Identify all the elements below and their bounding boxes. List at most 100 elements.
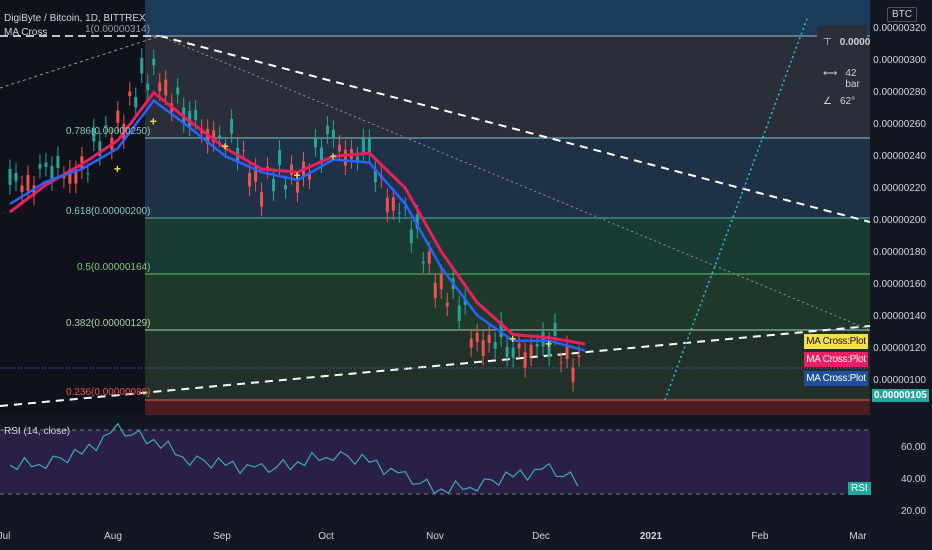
candle-body — [403, 206, 407, 208]
candle-body — [337, 144, 341, 152]
price-tick: 0.00000280 — [873, 87, 926, 98]
time-tick-jul: Jul — [0, 531, 11, 542]
candle-body — [266, 166, 270, 169]
candle-body — [44, 162, 48, 168]
candle-body — [391, 197, 395, 211]
candle-body — [68, 169, 72, 184]
trend-line-up — [0, 325, 870, 407]
candle-body — [14, 172, 18, 182]
candle-body — [355, 156, 359, 162]
trend-line-guide — [0, 35, 161, 89]
price-tick: 0.00000100 — [873, 375, 926, 386]
candle-body — [242, 150, 246, 152]
time-tick-mar: Mar — [849, 531, 867, 542]
candle-body — [523, 352, 527, 368]
time-tick-dec: Dec — [532, 531, 550, 542]
price-chart[interactable]: + + + + + + + — [0, 0, 870, 415]
candle-body — [319, 147, 323, 164]
candle-body — [20, 185, 24, 192]
fib-zone-0618 — [145, 218, 870, 274]
fib-label-1: 1(0.00000314) — [85, 24, 151, 35]
price-tick: 0.00000240 — [873, 151, 926, 162]
price-tick: 0.00000300 — [873, 55, 926, 66]
candle-body — [565, 345, 569, 359]
time-tick-feb: Feb — [751, 531, 769, 542]
ma-cross-marker: + — [150, 114, 157, 128]
time-tick-aug: Aug — [104, 531, 122, 542]
candle-body — [134, 97, 138, 108]
rsi-tick-20: 20.00 — [900, 506, 926, 517]
candle-body — [367, 139, 371, 155]
candle-body — [535, 343, 539, 347]
rsi-chart[interactable] — [0, 420, 870, 520]
candle-body — [194, 109, 198, 121]
candle-body — [499, 321, 503, 338]
trend-line-thin — [159, 35, 870, 331]
candle-body — [343, 149, 347, 166]
candle-body — [56, 155, 60, 168]
rsi-tick-40: 40.00 — [900, 474, 926, 485]
candle-body — [481, 340, 485, 357]
time-tick-sep: Sep — [213, 531, 231, 542]
candle-body — [517, 343, 521, 349]
price-tick: 0.00000220 — [873, 183, 926, 194]
ma-slow-line — [9, 90, 586, 346]
candle-body — [50, 165, 54, 182]
candle-body — [98, 141, 102, 156]
candle-body — [86, 173, 90, 175]
candle-body — [559, 362, 563, 364]
ma-tag-red: MA Cross:Plot — [804, 352, 868, 367]
candle-body — [439, 274, 443, 290]
candle-body — [26, 174, 30, 191]
candle-body — [325, 125, 329, 135]
candle-body — [433, 282, 437, 299]
candle-body — [547, 341, 551, 357]
rsi-line — [9, 422, 579, 495]
price-tick: 0.00000320 — [873, 23, 926, 34]
price-tick: 0.00000160 — [873, 279, 926, 290]
price-range-value: 0.0000 — [839, 37, 871, 48]
candle-body — [577, 355, 581, 357]
ma-cross-marker: + — [509, 332, 516, 346]
candle-body — [313, 138, 317, 148]
fib-label-0786: 0.786(0.00000250) — [66, 126, 151, 137]
rsi-tick-60: 60.00 — [900, 442, 926, 453]
candle-body — [290, 164, 294, 176]
fib-label-0618: 0.618(0.00000200) — [66, 206, 151, 217]
candle-body — [469, 338, 473, 348]
price-tick: 0.00000180 — [873, 247, 926, 258]
bar-range-value: 42 bar — [845, 68, 860, 90]
candle-body — [152, 58, 156, 66]
history-shade — [0, 0, 145, 415]
rsi-tag: RSI — [848, 482, 871, 495]
price-tick: 0.00000260 — [873, 119, 926, 130]
candle-body — [260, 192, 264, 207]
ma-cross-marker: + — [329, 149, 336, 163]
candle-body — [278, 149, 282, 166]
candle-body — [385, 197, 389, 213]
ma-tag-yellow: MA Cross:Plot — [804, 334, 868, 349]
candle-body — [188, 110, 192, 127]
ma-fast-line — [9, 98, 586, 352]
trend-line-down — [159, 35, 870, 223]
price-tick: 0.00000140 — [873, 311, 926, 322]
candle-body — [529, 344, 533, 357]
candle-body — [158, 82, 162, 92]
candle-body — [128, 91, 132, 96]
angle-value: 62° — [839, 96, 856, 107]
candle-body — [248, 172, 252, 187]
measure-panel[interactable]: ⊤ 0.0000 ⟷ 42 bar ∠ 62° — [817, 25, 870, 121]
currency-badge[interactable]: BTC — [887, 7, 917, 22]
ma-cross-marker: + — [114, 162, 121, 176]
candle-body — [212, 130, 216, 143]
fib-zone-top — [145, 0, 870, 36]
price-tick: 0.00000120 — [873, 343, 926, 354]
fib-label-0382: 0.382(0.00000129) — [66, 318, 151, 329]
rsi-label[interactable]: RSI (14, close) — [4, 426, 71, 437]
candle-body — [511, 347, 515, 358]
candle-body — [445, 302, 449, 307]
indicator-label[interactable]: MA Cross — [4, 27, 48, 38]
candle-body — [397, 212, 401, 214]
price-tick: 0.00000200 — [873, 215, 926, 226]
candle-body — [8, 169, 12, 185]
